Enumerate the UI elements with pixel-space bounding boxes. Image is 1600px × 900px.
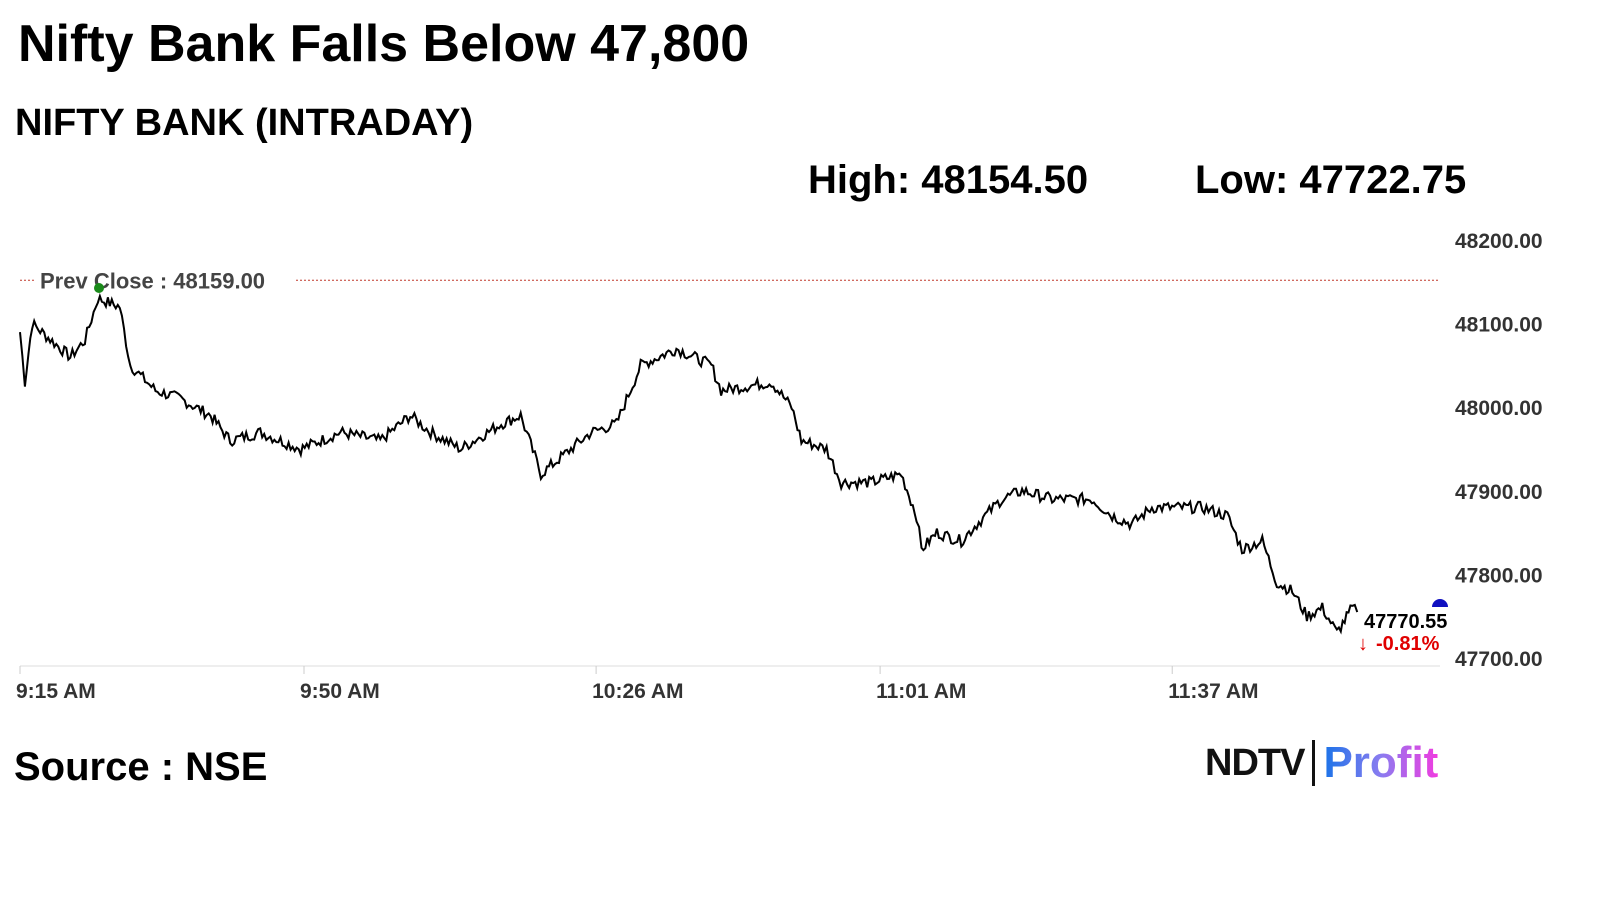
last-price: 47770.55 <box>1364 611 1447 633</box>
y-tick-label: 48200.00 <box>1455 230 1543 253</box>
high-marker <box>94 283 104 293</box>
intraday-chart: Prev Close : 48159.00 48200.00 48100.00 48… <box>16 230 1543 703</box>
logo-divider <box>1312 740 1316 786</box>
x-tick-label: 11:01 AM <box>876 680 966 703</box>
prev-close-bg <box>36 265 294 296</box>
low-value: Low: 47722.75 <box>1195 158 1467 202</box>
y-tick-label: 48000.00 <box>1455 397 1543 420</box>
logo-profit: Profit <box>1323 738 1439 787</box>
source-label: Source : NSE <box>14 745 268 789</box>
down-arrow-icon: ↓ <box>1358 633 1368 655</box>
x-tick-label: 9:15 AM <box>16 680 96 703</box>
x-tick-label: 9:50 AM <box>300 680 380 703</box>
series-line <box>19 292 1359 635</box>
ndtv-profit-logo: NDTV Profit <box>1205 738 1438 788</box>
live-marker <box>1432 599 1448 607</box>
y-tick-label: 48100.00 <box>1455 314 1543 337</box>
x-tick-label: 11:37 AM <box>1168 680 1258 703</box>
headline: Nifty Bank Falls Below 47,800 <box>18 15 750 73</box>
y-tick-label: 47700.00 <box>1455 648 1543 671</box>
prev-close-label: Prev Close : 48159.00 <box>40 268 265 293</box>
x-tick-label: 10:26 AM <box>592 680 683 703</box>
high-value: High: 48154.50 <box>808 158 1089 202</box>
change-percent: -0.81% <box>1376 633 1440 655</box>
y-tick-label: 47800.00 <box>1455 564 1543 587</box>
y-tick-label: 47900.00 <box>1455 481 1543 504</box>
chart-subtitle: NIFTY BANK (INTRADAY) <box>15 102 474 144</box>
logo-ndtv: NDTV <box>1205 741 1305 784</box>
